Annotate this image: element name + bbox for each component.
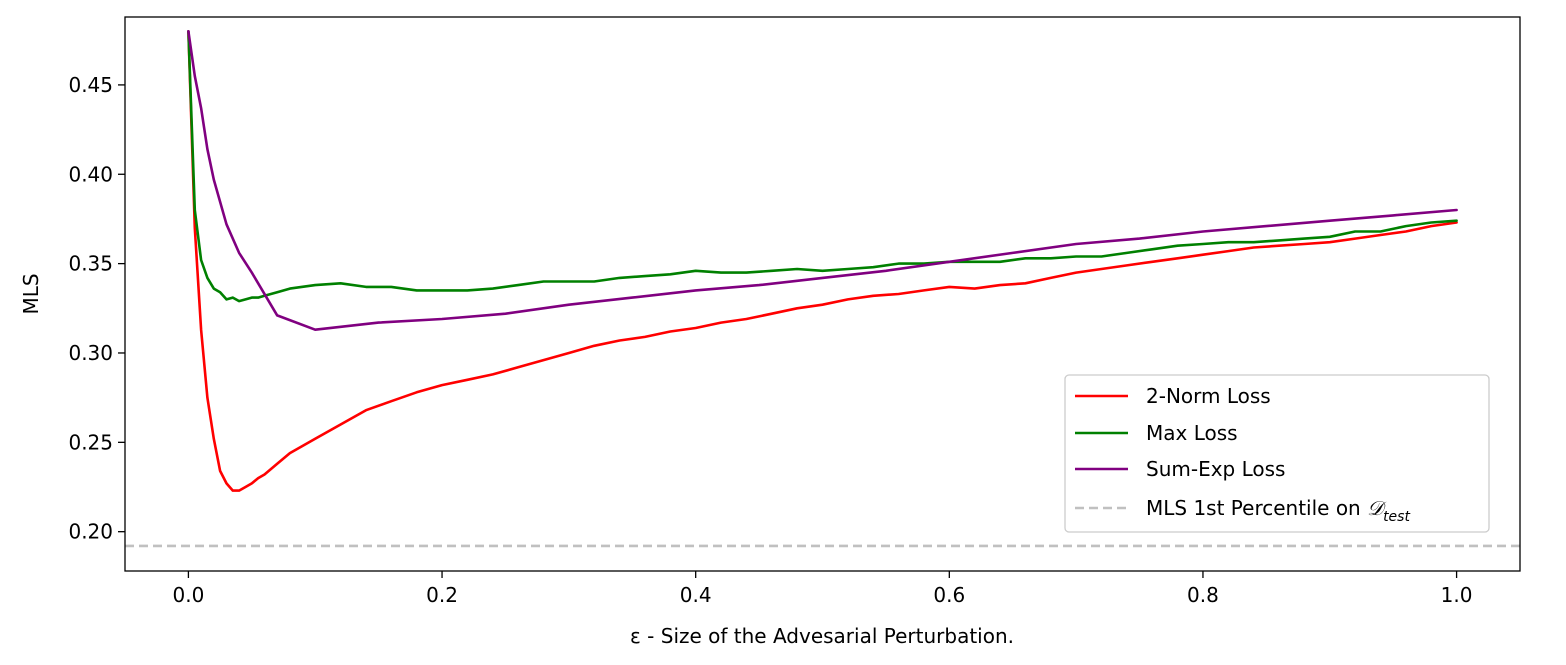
legend-label-percentile: MLS 1st Percentile on 𝒟test (1146, 496, 1410, 525)
legend-label-percentile-math: 𝒟 (1367, 496, 1387, 520)
x-tick-label: 0.8 (1187, 583, 1219, 607)
y-tick-label: 0.45 (68, 73, 113, 97)
legend-label-2norm: 2-Norm Loss (1146, 384, 1271, 408)
y-tick-label: 0.20 (68, 520, 113, 544)
x-axis-label: ε - Size of the Advesarial Perturbation. (630, 624, 1014, 648)
x-tick-label: 0.6 (933, 583, 965, 607)
legend-label-sumexp: Sum-Exp Loss (1146, 457, 1285, 481)
series-layer (125, 29, 1520, 548)
series-line-0 (187, 29, 1458, 492)
y-axis-label: MLS (19, 273, 43, 314)
x-tick-label: 0.4 (680, 583, 712, 607)
y-tick-label: 0.25 (68, 430, 113, 454)
x-tick-label: 0.0 (173, 583, 205, 607)
series-line-2 (187, 29, 1458, 332)
x-tick-label: 1.0 (1441, 583, 1473, 607)
y-tick-label: 0.40 (68, 162, 113, 186)
legend-label-max: Max Loss (1146, 421, 1238, 445)
series-line-1 (187, 29, 1458, 303)
legend-label-percentile-text: MLS 1st Percentile on (1146, 496, 1367, 520)
y-tick-label: 0.30 (68, 341, 113, 365)
plot-frame (124, 16, 1521, 572)
y-tick-label: 0.35 (68, 252, 113, 276)
y-ticks: 0.20 0.25 0.30 0.35 0.40 0.45 (68, 73, 125, 544)
legend-label-percentile-sub: test (1383, 509, 1410, 525)
legend-frame (1064, 374, 1490, 533)
x-tick-label: 0.2 (426, 583, 458, 607)
legend: 2-Norm Loss Max Loss Sum-Exp Loss MLS 1s… (1064, 374, 1490, 533)
x-ticks: 0.0 0.2 0.4 0.6 0.8 1.0 (173, 571, 1473, 607)
